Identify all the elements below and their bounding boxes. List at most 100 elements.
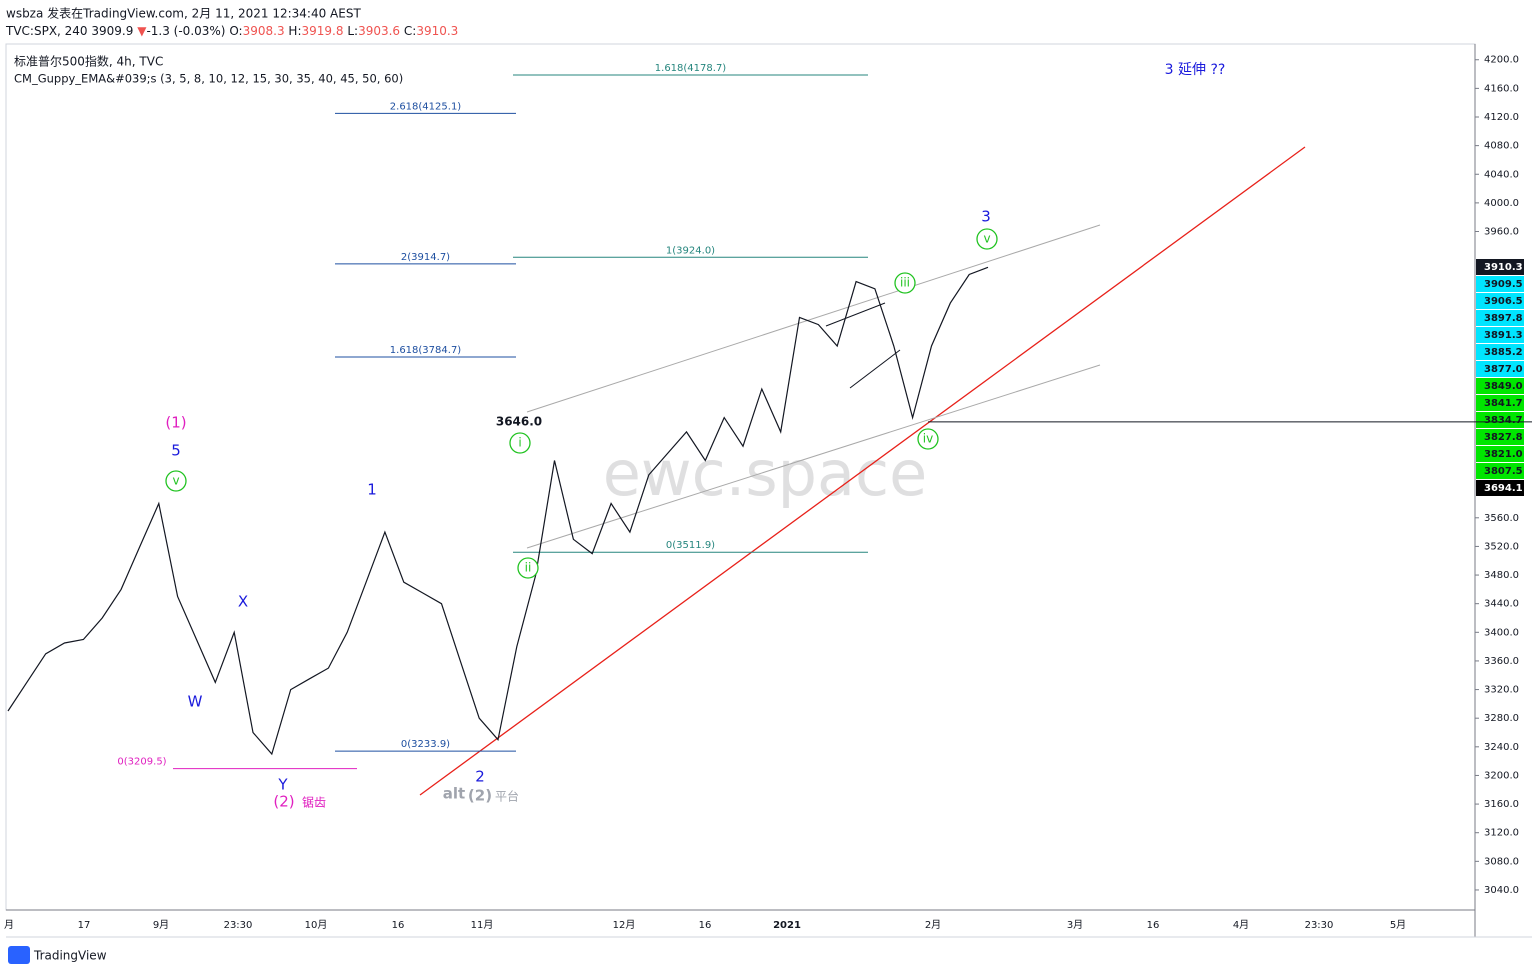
price-label: 3694.1 [1484,483,1523,494]
legend-title: 标准普尔500指数, 4h, TVC [14,54,163,69]
x-tick-label: 9月 [153,919,169,931]
x-tick-label: 17 [78,920,91,931]
channel-line [526,224,1101,413]
price-label-box [1476,412,1524,428]
ohlc-key: H: [288,24,301,38]
wave-label: 平台 [495,789,519,804]
x-tick-label: 2021 [773,920,801,931]
price-label: 3834.7 [1484,415,1523,426]
price-label-box [1476,446,1524,462]
x-tick-label: 5月 [1390,919,1406,931]
price-label-box [1476,259,1524,275]
wave-circle [509,432,531,454]
price-label: 3821.0 [1484,449,1523,460]
price-label: 3841.7 [1484,398,1523,409]
y-tick-label: 3520.0 [1484,541,1519,552]
price-label-box [1476,480,1524,496]
y-tick-label: 3400.0 [1484,627,1519,638]
wave-label: 1 [367,481,377,499]
price-label: 3910.3 [1484,262,1523,273]
ohlc-value: 3910.3 [416,24,458,38]
y-tick-label: 4200.0 [1484,55,1519,66]
wave-circle [976,228,998,250]
price-label: 3849.0 [1484,381,1523,392]
wave-label: Y [277,776,288,794]
price-label: 3906.5 [1484,296,1523,307]
ohlc-value: 3908.3 [243,24,285,38]
price-label: 3827.8 [1484,432,1523,443]
wave-circle [917,428,939,450]
wave-label: W [188,693,203,711]
fib-label: 1.618(4178.7) [655,63,727,74]
price-label-box [1476,276,1524,292]
y-tick-label: 3280.0 [1484,713,1519,724]
wave-label: v [172,474,179,488]
fib-label: 0(3511.9) [666,540,715,551]
footer-brand: TradingView [33,949,107,963]
legend-indicator: CM_Guppy_EMA&#039;s (3, 5, 8, 10, 12, 15… [14,72,403,86]
ohlc-key: C: [404,24,416,38]
price-label-box [1476,361,1524,377]
channel-line [526,364,1101,549]
y-tick-label: 3040.0 [1484,885,1519,896]
wave-label: (2) [468,787,492,805]
wave-label: i [518,436,521,450]
wave-label: (1) [165,414,186,432]
y-tick-label: 3360.0 [1484,656,1519,667]
ohlc-key: L: [347,24,358,38]
wave-circle [894,272,916,294]
ohlc-value: 3903.6 [358,24,400,38]
x-tick-label: 2月 [925,919,941,931]
fib-label: 1.618(3784.7) [390,345,462,356]
trend-line [419,146,1306,796]
x-tick-label: 23:30 [1305,920,1334,931]
header-line: wsbza 发表在TradingView.com, 2月 11, 2021 12… [6,6,361,21]
price-label-box [1476,429,1524,445]
price-label: 3885.2 [1484,347,1523,358]
wave-label: iv [923,432,933,446]
change: -1.3 (-0.03%) [146,24,225,38]
wedge-line [849,349,901,389]
fib-label: 0(3233.9) [401,739,450,750]
x-tick-label: 16 [699,920,712,931]
y-tick-label: 3440.0 [1484,599,1519,610]
x-tick-label: 4月 [1233,919,1249,931]
logo [8,946,30,964]
y-tick-label: 3080.0 [1484,856,1519,867]
fib-label: 2(3914.7) [401,252,450,263]
wave-label: 2 [475,768,485,786]
price-label: 3891.3 [1484,330,1523,341]
y-tick-label: 3560.0 [1484,513,1519,524]
x-tick-label: 月 [4,919,14,931]
y-tick-label: 3120.0 [1484,828,1519,839]
x-tick-label: 11月 [471,919,494,931]
watermark: ewc.space [603,437,928,510]
price-label-box [1476,395,1524,411]
y-tick-label: 3320.0 [1484,685,1519,696]
fib-label: 1(3924.0) [666,245,715,256]
wave-label: 3 延伸 ?? [1165,62,1226,78]
x-tick-label: 16 [392,920,405,931]
wave-label: X [238,593,248,611]
wedge-line [825,302,886,327]
x-tick-label: 12月 [613,919,636,931]
wave-circle [165,470,187,492]
price-label-box [1476,344,1524,360]
price-label: 3877.0 [1484,364,1523,375]
change-arrow: ▼ [137,24,147,38]
y-tick-label: 3960.0 [1484,227,1519,238]
wave-label: 3 [981,208,991,226]
y-tick-label: 3240.0 [1484,742,1519,753]
y-tick-label: 3200.0 [1484,770,1519,781]
y-tick-label: 4040.0 [1484,169,1519,180]
symbol: TVC:SPX, 240 3909.9 [5,24,133,38]
wave-label: iii [900,276,910,290]
wave-label: (2) [273,793,294,811]
y-tick-label: 4000.0 [1484,198,1519,209]
wave-circle [517,557,539,579]
wave-label: ii [525,561,532,575]
y-tick-label: 4160.0 [1484,83,1519,94]
ohlc-key: O: [229,24,242,38]
x-tick-label: 10月 [305,919,328,931]
